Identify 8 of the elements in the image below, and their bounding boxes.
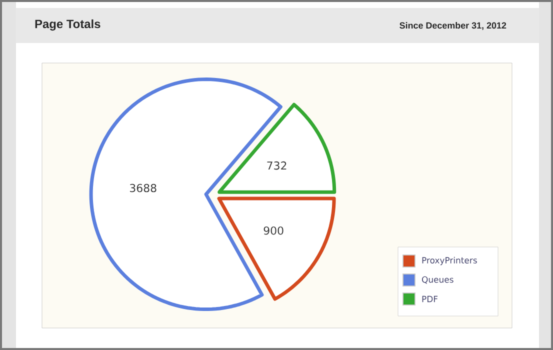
chart-title: Page Totals <box>35 19 100 31</box>
legend-label: ProxyPrinters <box>422 256 477 266</box>
data-label: 732 <box>267 161 286 170</box>
legend-label: Queues <box>422 276 454 284</box>
data-label: 3688 <box>130 184 156 192</box>
legend-label: PDF <box>422 296 438 302</box>
data-label: 900 <box>264 226 284 235</box>
chart-subtitle: Since December 31, 2012 <box>400 22 506 30</box>
